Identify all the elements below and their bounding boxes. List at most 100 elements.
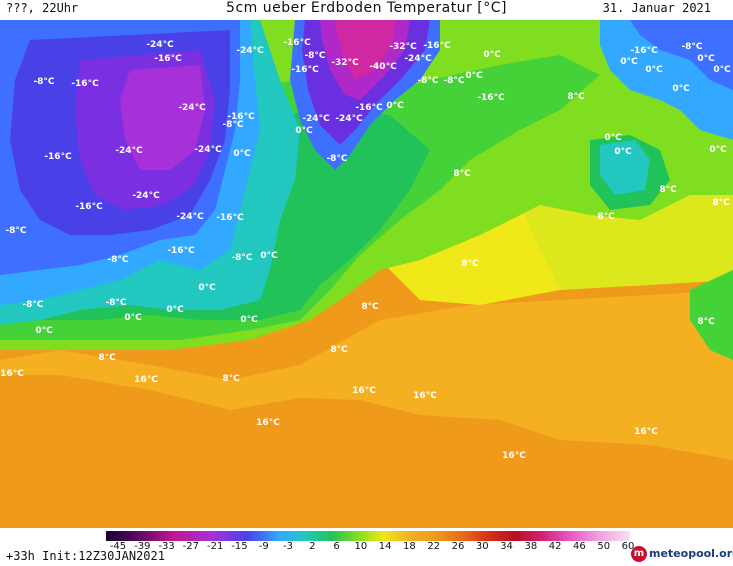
- temperature-map: -24°C -16°C -24°C -16°C -8°C -16°C -32°C -40°C -…: [0, 20, 733, 528]
- temperature-label: 0°C: [295, 126, 313, 136]
- color-scale-tick: -45: [109, 541, 127, 552]
- temperature-label: -24°C: [302, 114, 330, 124]
- color-scale-tick: 60: [621, 541, 635, 552]
- temperature-label: 0°C: [124, 313, 142, 323]
- temperature-label: 0°C: [198, 283, 216, 293]
- temperature-label: 8°C: [222, 374, 240, 384]
- temperature-labels: -24°C-16°C-24°C-16°C-8°C-16°C-32°C -40°C-…: [0, 38, 731, 461]
- color-scale-tick: 22: [427, 541, 441, 552]
- footer: -45 -39 -33 -27 -21 -15 -9 -3 2 6 10 14 18 22 26 30 34 38…: [0, 528, 733, 566]
- temperature-label: 0°C: [166, 305, 184, 315]
- temperature-label: 8°C: [361, 302, 379, 312]
- forecast-date: 31. Januar 2021: [602, 1, 711, 15]
- temperature-label: -8°C: [443, 76, 464, 86]
- temperature-label: 16°C: [502, 451, 526, 461]
- temperature-label: 0°C: [620, 57, 638, 67]
- temperature-label: -8°C: [222, 120, 243, 130]
- temperature-label: 0°C: [260, 251, 278, 261]
- temperature-label: -16°C: [291, 65, 319, 75]
- temperature-label: 0°C: [35, 326, 53, 336]
- temperature-label: -8°C: [5, 226, 26, 236]
- color-scale-tick: -39: [134, 541, 151, 552]
- temperature-label: 0°C: [604, 133, 622, 143]
- temperature-label: -24°C: [115, 146, 143, 156]
- temperature-label: 16°C: [256, 418, 280, 428]
- temperature-label: 0°C: [386, 101, 404, 111]
- color-scale-tick: 2: [309, 541, 316, 552]
- temperature-label: -32°C: [389, 42, 417, 52]
- color-scale-tick: 6: [333, 541, 340, 552]
- temperature-label: 16°C: [352, 386, 376, 396]
- temperature-label: -8°C: [107, 255, 128, 265]
- color-scale-tick: 18: [403, 541, 416, 552]
- color-scale-tick: 38: [524, 541, 538, 552]
- temperature-label: -16°C: [75, 202, 103, 212]
- logo-text: meteopool.org: [649, 547, 733, 560]
- temperature-label: -16°C: [477, 93, 505, 103]
- temperature-label: -24°C: [404, 54, 432, 64]
- color-scale-tick: -27: [182, 541, 200, 552]
- temperature-label: -24°C: [194, 145, 222, 155]
- temperature-label: 8°C: [659, 185, 677, 195]
- temperature-map-canvas: -24°C-16°C-24°C-16°C-8°C-16°C-32°C -40°C-…: [0, 20, 733, 528]
- temperature-label: 0°C: [483, 50, 501, 60]
- temperature-label: -8°C: [417, 76, 438, 86]
- temperature-label: 0°C: [697, 54, 715, 64]
- temperature-label: 0°C: [465, 71, 483, 81]
- meteopool-logo-icon: m: [631, 546, 647, 562]
- temperature-label: 0°C: [709, 145, 727, 155]
- temperature-label: 8°C: [712, 198, 730, 208]
- temperature-label: -8°C: [105, 298, 126, 308]
- color-scale-tick: -21: [206, 541, 224, 552]
- temperature-label: 8°C: [453, 169, 471, 179]
- temperature-label: -8°C: [304, 51, 325, 61]
- color-scale-tick: 14: [378, 541, 392, 552]
- temperature-label: 8°C: [597, 212, 615, 222]
- color-scale-tick: 46: [573, 541, 586, 552]
- color-scale-tick: 10: [354, 541, 368, 552]
- temperature-label: -24°C: [236, 46, 264, 56]
- temperature-label: -16°C: [71, 79, 99, 89]
- temperature-label: -24°C: [176, 212, 204, 222]
- color-scale-tick: 26: [451, 541, 465, 552]
- temperature-label: -40°C: [369, 62, 397, 72]
- temperature-label: -8°C: [22, 300, 43, 310]
- temperature-label: -8°C: [681, 42, 702, 52]
- forecast-time-label: ???, 22Uhr: [6, 1, 79, 15]
- temperature-label: -16°C: [227, 112, 255, 122]
- temperature-label: -8°C: [33, 77, 54, 87]
- temperature-label: -16°C: [355, 103, 383, 113]
- temperature-label: 0°C: [233, 149, 251, 159]
- temperature-label: 0°C: [240, 315, 258, 325]
- temperature-label: -16°C: [154, 54, 182, 64]
- temperature-label: -24°C: [146, 40, 174, 50]
- temperature-label: -24°C: [132, 191, 160, 201]
- temperature-label: -16°C: [423, 41, 451, 51]
- temperature-label: -16°C: [167, 246, 195, 256]
- temperature-label: 0°C: [672, 84, 690, 94]
- temperature-label: -24°C: [178, 103, 206, 113]
- color-scale-tick: 34: [500, 541, 513, 552]
- color-scale-bar: [106, 531, 630, 541]
- color-scale-ticks: -45 -39 -33 -27 -21 -15 -9 -3 2 6 10 14 18 22 26 30 34 38…: [106, 541, 635, 555]
- temperature-label: 8°C: [567, 92, 585, 102]
- temperature-label: 16°C: [634, 427, 658, 437]
- temperature-label: -8°C: [326, 154, 347, 164]
- map-title: 5cm ueber Erdboden Temperatur [°C]: [226, 0, 507, 16]
- temperature-label: -16°C: [44, 152, 72, 162]
- temperature-label: 8°C: [330, 345, 348, 355]
- temperature-label: 0°C: [713, 65, 731, 75]
- temperature-label: -8°C: [231, 253, 252, 263]
- color-scale-tick: 30: [475, 541, 489, 552]
- temperature-label: 16°C: [0, 369, 24, 379]
- temperature-label: -32°C: [331, 58, 359, 68]
- title-bar: ???, 22Uhr 5cm ueber Erdboden Temperatur…: [0, 0, 733, 20]
- color-scale-tick: -33: [158, 541, 175, 552]
- color-scale-tick: 50: [597, 541, 611, 552]
- temperature-label: 8°C: [461, 259, 479, 269]
- color-scale-tick: 42: [548, 541, 562, 552]
- temperature-label: -16°C: [283, 38, 311, 48]
- temperature-label: 16°C: [413, 391, 437, 401]
- temperature-label: 0°C: [614, 147, 632, 157]
- temperature-label: -16°C: [216, 213, 244, 223]
